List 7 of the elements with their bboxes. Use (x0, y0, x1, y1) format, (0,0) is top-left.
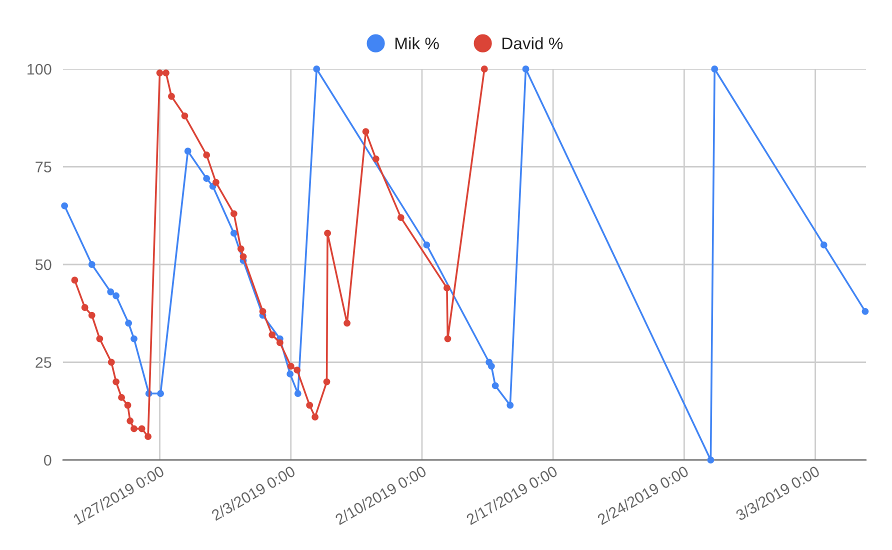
y-tick-label: 100 (28, 64, 52, 75)
y-tick-label: 0 (44, 454, 52, 466)
y-tick-label: 75 (36, 162, 52, 172)
legend-label: David % (502, 37, 563, 50)
y-tick-label: 50 (36, 259, 52, 270)
legend-label: Mik % (395, 37, 439, 50)
y-tick-label: 25 (36, 357, 52, 368)
